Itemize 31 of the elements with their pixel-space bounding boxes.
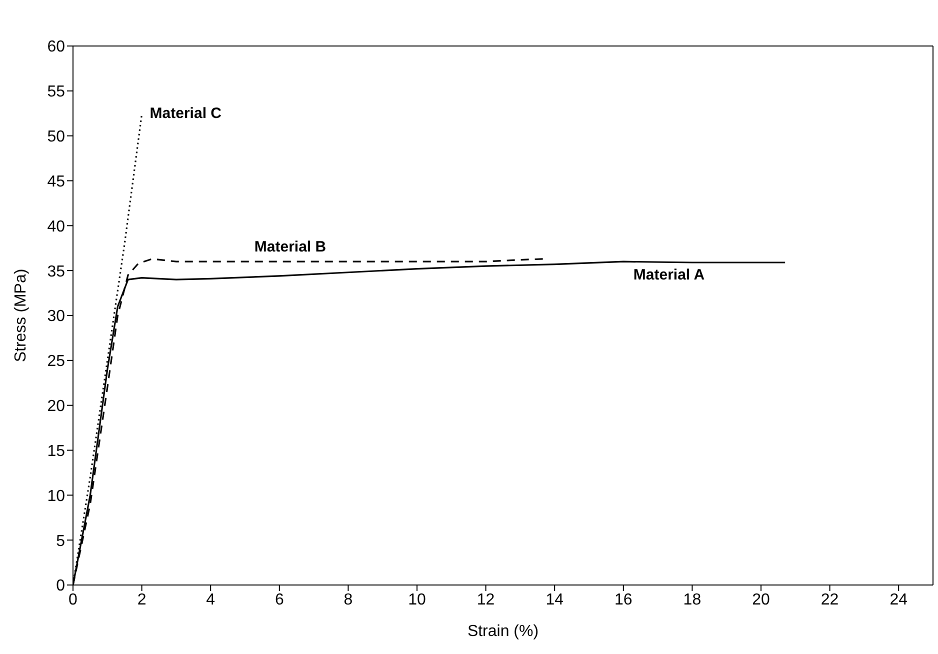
y-tick-label: 20 — [47, 398, 66, 416]
x-tick-label: 22 — [820, 591, 839, 608]
x-tick-label: 4 — [206, 591, 216, 608]
series-label: Material B — [254, 238, 326, 256]
y-tick-label: 0 — [56, 578, 66, 595]
x-tick-label: 18 — [683, 591, 702, 608]
y-tick-label: 45 — [47, 173, 66, 190]
y-tick-label: 55 — [47, 84, 66, 101]
series-label: Material A — [633, 266, 705, 284]
x-tick-label: 20 — [752, 591, 770, 608]
y-tick-label: 15 — [47, 442, 66, 460]
y-tick-label: 60 — [47, 38, 66, 56]
x-tick-label: 24 — [890, 591, 908, 608]
y-tick-label: 40 — [47, 218, 66, 236]
series-label: Material C — [150, 105, 222, 122]
x-tick-label: 6 — [274, 591, 284, 608]
x-tick-label: 14 — [546, 591, 564, 608]
x-tick-label: 2 — [137, 591, 146, 608]
x-axis-title: Strain (%) — [467, 623, 539, 640]
y-tick-label: 30 — [47, 308, 66, 326]
y-tick-label: 35 — [47, 263, 66, 280]
x-tick-label: 10 — [408, 591, 426, 608]
y-tick-label: 5 — [56, 532, 66, 550]
y-tick-label: 50 — [47, 128, 66, 146]
x-tick-label: 16 — [614, 591, 632, 608]
y-axis-title: Stress (MPa) — [12, 268, 30, 362]
x-tick-label: 0 — [68, 591, 78, 608]
y-tick-label: 10 — [47, 488, 66, 505]
y-tick-label: 25 — [47, 353, 66, 370]
x-tick-label: 12 — [476, 591, 495, 608]
x-tick-label: 8 — [344, 591, 353, 608]
